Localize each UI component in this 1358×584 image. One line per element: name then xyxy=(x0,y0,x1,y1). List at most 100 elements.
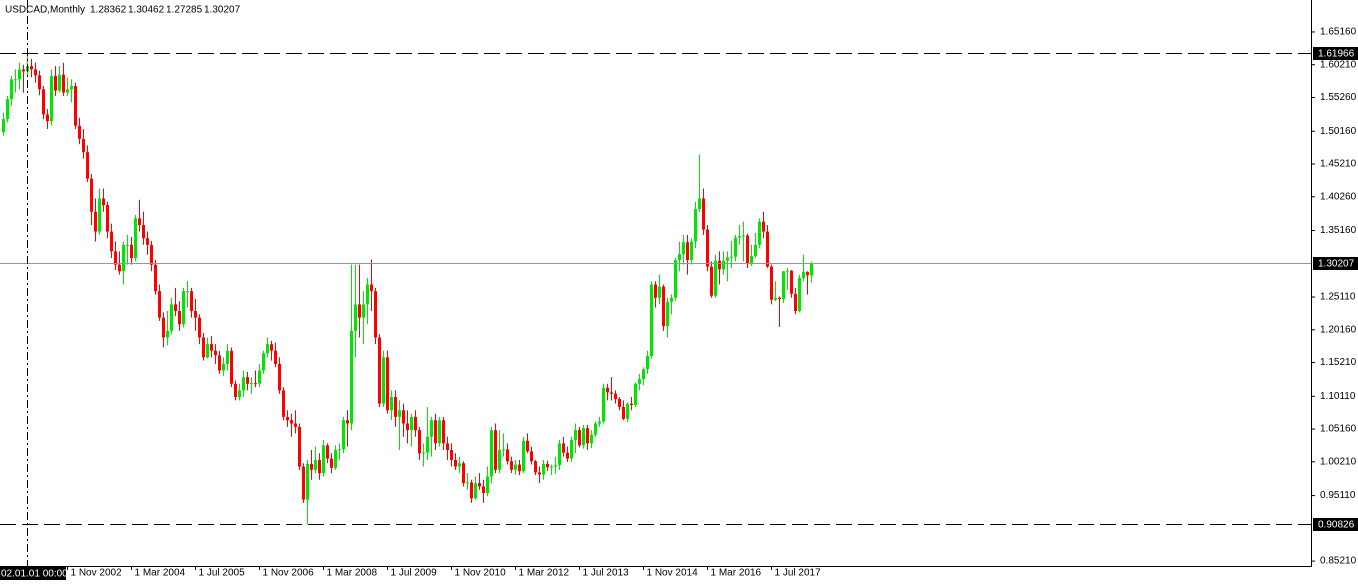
candle-body xyxy=(762,221,765,232)
candle-body xyxy=(70,85,73,90)
x-tick-label: 1 Nov 2014 xyxy=(647,568,699,579)
candle-body xyxy=(166,330,169,338)
candle-body xyxy=(298,426,301,467)
x-tick-label: 1 Mar 2012 xyxy=(519,568,570,579)
candle-body xyxy=(282,390,285,417)
candle-body xyxy=(574,430,577,441)
candle-body xyxy=(410,416,413,431)
candle-body xyxy=(142,224,145,239)
candle-body xyxy=(130,244,133,259)
candle-body xyxy=(426,436,429,453)
candle-body xyxy=(214,350,217,356)
candle-body xyxy=(102,198,105,206)
candle-body xyxy=(322,445,325,474)
candle-body xyxy=(622,406,625,419)
candle-body xyxy=(674,260,677,298)
candle-body xyxy=(610,392,613,394)
candle-body xyxy=(254,383,257,385)
candle-body xyxy=(346,420,349,424)
candle-body xyxy=(706,229,709,267)
candle-body xyxy=(54,76,57,91)
candle-body xyxy=(538,472,541,475)
candle-body xyxy=(42,89,45,115)
candle-body xyxy=(10,79,13,100)
candle-body xyxy=(350,330,353,424)
candle-body xyxy=(462,463,465,484)
candle-body xyxy=(614,393,617,400)
candle-body xyxy=(34,69,37,76)
candle-body xyxy=(178,310,181,325)
candle-body xyxy=(682,242,685,255)
candle-body xyxy=(750,256,753,265)
candle-body xyxy=(118,264,121,272)
candle-body xyxy=(362,304,365,318)
candle-body xyxy=(634,383,637,405)
candle-body xyxy=(202,337,205,358)
candle-body xyxy=(418,430,421,454)
y-tick-label: 1.20160 xyxy=(1320,324,1357,335)
y-tick-label: 1.50160 xyxy=(1320,126,1357,137)
candle-body xyxy=(650,284,653,357)
candle-body xyxy=(134,218,137,259)
candle-body xyxy=(186,291,189,293)
candle-body xyxy=(226,350,229,364)
candle-body xyxy=(742,235,745,237)
candle-body xyxy=(522,440,525,472)
candle-body xyxy=(366,284,369,305)
candle-body xyxy=(802,271,805,278)
candle-body xyxy=(422,452,425,454)
candle-body xyxy=(382,357,385,404)
candle-body xyxy=(794,293,797,311)
price-label-box xyxy=(1313,257,1358,270)
candle-body xyxy=(486,476,489,493)
y-tick-label: 1.55260 xyxy=(1320,92,1357,103)
x-tick-label: 1 Jul 2005 xyxy=(199,568,246,579)
candle-body xyxy=(370,284,373,292)
candle-body xyxy=(798,277,801,311)
candle-body xyxy=(110,231,113,252)
candle-body xyxy=(554,465,557,467)
candle-body xyxy=(14,79,17,81)
candle-body xyxy=(398,410,401,417)
y-tick-label: 1.05160 xyxy=(1320,424,1357,435)
x-tick-label: 1 Mar 2004 xyxy=(135,568,186,579)
x-tick-label: 1 Jul 2013 xyxy=(583,568,630,579)
candle-body xyxy=(266,344,269,354)
candle-body xyxy=(670,297,673,302)
candle-body xyxy=(174,304,177,311)
candle-body xyxy=(290,420,293,424)
y-tick-label: 1.15210 xyxy=(1320,357,1357,368)
candle-body xyxy=(66,89,69,93)
candle-body xyxy=(730,256,733,258)
high-price: 1.30462 xyxy=(128,5,165,16)
candle-body xyxy=(550,466,553,468)
candle-body xyxy=(194,310,197,318)
candle-body xyxy=(630,403,633,405)
y-tick-label: 1.40260 xyxy=(1320,191,1357,202)
candle-body xyxy=(50,76,53,122)
candle-body xyxy=(502,449,505,451)
x-tick-label: 1 Jul 2009 xyxy=(391,568,438,579)
candle-body xyxy=(58,74,61,91)
x-tick-label: 1 Mar 2008 xyxy=(327,568,378,579)
candle-body xyxy=(94,211,97,232)
crosshair-label-box xyxy=(0,567,66,580)
candle-body xyxy=(86,152,89,179)
candle-body xyxy=(82,138,85,153)
candle-body xyxy=(626,403,629,419)
candle-body xyxy=(146,238,149,245)
candle-body xyxy=(698,198,701,210)
candle-body xyxy=(386,357,389,411)
candle-body xyxy=(746,235,749,265)
price-label-box xyxy=(1313,518,1358,531)
candle-body xyxy=(158,291,161,318)
candle-body xyxy=(318,459,321,474)
candle-body xyxy=(434,420,437,444)
open-price: 1.28362 xyxy=(90,5,127,16)
candle-body xyxy=(286,416,289,421)
candle-body xyxy=(234,383,237,398)
candle-body xyxy=(498,449,501,470)
candle-body xyxy=(442,420,445,444)
